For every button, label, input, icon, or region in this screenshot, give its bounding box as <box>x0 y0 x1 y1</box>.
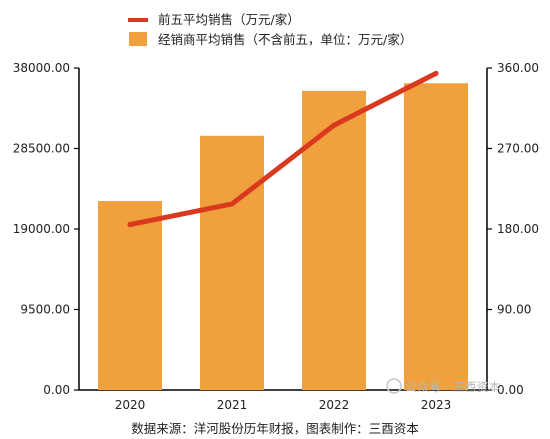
x-tick-label: 2020 <box>115 398 146 412</box>
left-tick-label: 28500.00 <box>13 142 70 156</box>
right-tick-label: 360.00 <box>497 61 539 75</box>
watermark-text: 公众号 · 三酉资本 <box>405 380 500 394</box>
watermark-icon <box>386 378 402 394</box>
line-point-2020 <box>127 222 133 228</box>
source-note: 数据来源：洋河股份历年财报，图表制作：三酉资本 <box>131 421 419 436</box>
right-axis-ticks: 0.00 90.00 180.00 270.00 360.00 <box>487 61 539 397</box>
left-axis-ticks: 0.00 9500.00 19000.00 28500.00 38000.00 <box>13 61 79 397</box>
line-point-2022 <box>331 122 337 128</box>
bar-2020 <box>98 201 162 390</box>
legend-bar-swatch <box>129 32 147 46</box>
line-point-2021 <box>229 201 235 207</box>
legend-label-line: 前五平均销售（万元/家） <box>158 12 300 27</box>
line-series <box>127 70 439 228</box>
left-tick-label: 38000.00 <box>13 61 70 75</box>
right-tick-label: 0.00 <box>497 383 524 397</box>
left-tick-label: 19000.00 <box>13 222 70 236</box>
x-tick-label: 2021 <box>217 398 248 412</box>
x-axis-ticks: 2020 2021 2022 2023 <box>115 398 452 412</box>
line-path <box>127 70 439 228</box>
bars <box>98 83 468 391</box>
bar-2022 <box>302 90 366 391</box>
x-tick-label: 2022 <box>319 398 350 412</box>
line-point-2023 <box>433 70 439 76</box>
bar-2021 <box>200 135 264 390</box>
x-tick-label: 2023 <box>421 398 452 412</box>
right-tick-label: 180.00 <box>497 222 539 236</box>
left-tick-label: 9500.00 <box>20 303 70 317</box>
left-tick-label: 0.00 <box>43 383 70 397</box>
right-tick-label: 90.00 <box>497 303 531 317</box>
right-tick-label: 270.00 <box>497 142 539 156</box>
bar-2023 <box>404 83 468 391</box>
legend-label-bar: 经销商平均销售（不含前五，单位：万元/家） <box>158 32 412 47</box>
legend: 前五平均销售（万元/家） 经销商平均销售（不含前五，单位：万元/家） <box>128 12 412 47</box>
watermark: 公众号 · 三酉资本 <box>386 378 500 394</box>
